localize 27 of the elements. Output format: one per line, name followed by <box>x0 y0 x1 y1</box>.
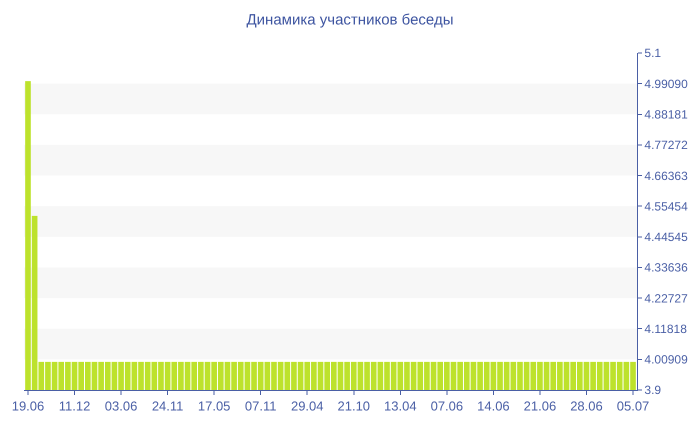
y-tick-label: 4.33636 <box>644 260 688 275</box>
x-tick-label: 03.06 <box>104 398 138 414</box>
y-tick-label: 4.99090 <box>644 76 688 91</box>
y-tick-label: 4.77272 <box>644 138 688 152</box>
x-tick-label: 14.06 <box>477 398 510 414</box>
y-tick-label: 4.55454 <box>644 199 688 214</box>
y-tick-label: 4.66363 <box>644 168 688 183</box>
x-tick-label: 07.11 <box>244 398 276 414</box>
x-tick-label: 21.06 <box>524 398 556 414</box>
y-tick-label: 5.1 <box>644 46 662 60</box>
x-tick-label: 28.06 <box>570 398 603 414</box>
x-tick-label: 13.04 <box>384 398 417 414</box>
x-tick-label: 07.06 <box>430 398 464 414</box>
y-tick-label: 4.22727 <box>644 291 688 306</box>
y-tick-label: 4.00909 <box>644 352 688 367</box>
y-tick-label: 4.88181 <box>644 107 688 122</box>
x-tick-label: 21.10 <box>337 398 370 414</box>
x-tick-label: 11.12 <box>58 398 90 414</box>
y-tick-label: 4.11818 <box>644 322 688 336</box>
x-tick-label: 19.06 <box>12 398 44 414</box>
x-tick-label: 17.05 <box>198 398 230 414</box>
x-tick-label: 29.04 <box>290 398 324 414</box>
y-tick-label: 3.9 <box>644 383 662 398</box>
x-tick-label: 05.07 <box>616 398 650 414</box>
x-tick-label: 24.11 <box>152 398 184 414</box>
y-tick-label: 4.44545 <box>644 230 688 244</box>
chart-title: Динамика участников беседы <box>246 12 454 29</box>
